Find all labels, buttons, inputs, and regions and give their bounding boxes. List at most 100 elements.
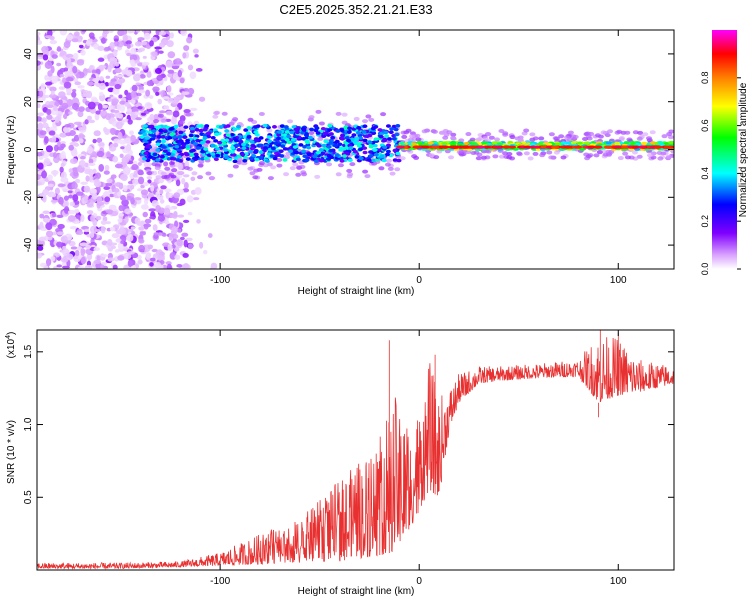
spectrogram-cell [64,69,70,77]
spectrogram-cell [326,145,332,149]
spectrogram-cell [162,129,168,134]
spectrogram-cell [192,141,198,146]
spectrogram-cell [234,143,240,148]
spectrogram-cell [88,119,95,124]
spectrogram-cell [385,143,391,148]
spectrogram-cell [371,131,377,135]
spectrogram-cell [210,143,216,148]
spectrogram-cell [62,199,69,208]
spectrogram-cell [142,55,147,59]
spectrogram-cell [109,60,116,69]
spectrogram-cell [494,137,501,142]
spectrogram-cell [48,130,56,136]
spectrogram-cell [60,141,67,145]
spectrogram-cell [314,142,320,146]
spectrogram-cell [169,161,176,166]
spectrogram-cell [71,38,79,43]
y-tick-label: 0.5 [23,490,34,504]
spectrogram-cell [465,150,472,155]
spectrogram-cell [77,266,86,269]
spectrogram-cell [53,105,58,112]
colorbar-tick-label: 0.6 [700,119,710,132]
spectrogram-cell [298,143,304,147]
spectrogram-cell [263,146,269,150]
spectrogram-cell [139,135,145,139]
spectrogram-cell [253,168,260,173]
spectrogram-cell [120,173,128,181]
spectrogram-cell [44,136,49,144]
spectrogram-cell [37,60,41,66]
spectrogram-cell [130,184,135,190]
spectrogram-cell [57,223,65,230]
spectrogram-cell [104,182,113,187]
spectrogram-cell [603,145,612,149]
spectrogram-cell [289,166,296,171]
spectrogram-cell [119,100,126,105]
spectrogram-cell [564,145,573,149]
spectrogram-cell [254,137,260,141]
spectrogram-cell [157,254,163,261]
spectrogram-cell [242,155,248,160]
spectrogram-cell [465,132,472,137]
spectrogram-cell [381,158,387,163]
spectrogram-cell [215,153,221,158]
spectrogram-cell [155,158,161,162]
spectrogram-cell [431,145,440,149]
snr-panel: -100 0 100 0.5 1.0 1.5 Height of straight li… [5,329,675,597]
spectrogram-cell [43,265,49,269]
spectrogram-cell [170,117,178,125]
spectrogram-cell [160,145,166,149]
spectrogram-cell [440,145,449,149]
spectrogram-cell [330,135,336,140]
spectrogram-cell [302,154,308,159]
spectrogram-cell [132,73,141,82]
spectrogram-cell [294,150,300,155]
spectrogram-cell [152,86,160,92]
spectrogram-cell [666,132,673,137]
spectrogram-cell [174,220,179,228]
spectrogram-cell [130,135,137,143]
spectrogram-cell [234,138,240,143]
spectrogram-cell [488,135,495,140]
x-tick-label: -100 [210,275,230,286]
spectrogram-cell [492,154,499,159]
spectrogram-cell [71,149,78,157]
spectrogram-cell [108,81,116,87]
spectrogram-cell [594,133,601,138]
spectrogram-cell [315,109,322,114]
spectrogram-cell [249,171,256,176]
spectrogram-cell [116,103,122,111]
spectrogram-cell [431,129,438,134]
spectrogram-cell [101,104,109,109]
spectrogram-cell [327,123,333,128]
spectrogram-cell [251,153,257,158]
spectrogram-cell [313,159,319,164]
spectrogram-cell [344,135,350,140]
spectrogram-cell [517,137,524,142]
spectrogram-cell [59,166,64,173]
spectrogram-cell [77,164,83,173]
spectrogram-cell [86,199,94,207]
spectrogram-cell [61,102,69,110]
colorbar-label: Normalized spectral amplitude [738,82,749,217]
spectrogram-cell [131,84,138,92]
spectrogram-cell [230,150,236,154]
spectrogram-cell [349,162,356,167]
spectrogram-cell [74,81,81,86]
spectrogram-cell [197,163,204,168]
snr-y-label: SNR (10 * v/v) [6,420,17,484]
spectrogram-cell [187,64,194,71]
spectrogram-cell [555,142,562,146]
spectrogram-cell [39,213,45,219]
spectrogram-cell [52,151,58,159]
spectrogram-cell [96,137,103,144]
spectrogram-cell [323,131,329,136]
spectrogram-cell [295,157,301,162]
spectrogram-cell [124,69,133,76]
spectrogram-cell [61,235,68,244]
spectrogram-cell [176,228,182,233]
spectrogram-cell [82,90,90,97]
spectrogram-cell [83,228,90,233]
spectrogram-cell [328,141,334,145]
spectrogram-cell [112,155,119,163]
